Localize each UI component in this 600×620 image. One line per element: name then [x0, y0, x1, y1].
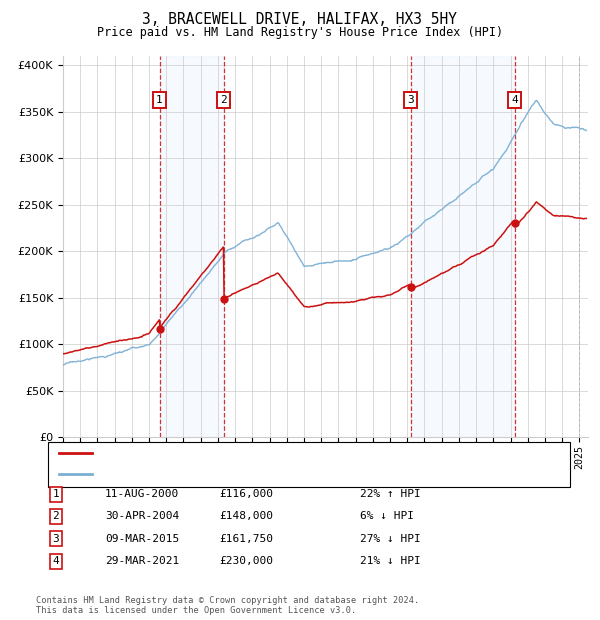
Text: 11-AUG-2000: 11-AUG-2000 [105, 489, 179, 499]
Text: HPI: Average price, detached house, Calderdale: HPI: Average price, detached house, Cald… [99, 469, 386, 479]
Text: 4: 4 [511, 95, 518, 105]
Text: 1: 1 [52, 489, 59, 499]
Text: 4: 4 [52, 556, 59, 566]
Text: Contains HM Land Registry data © Crown copyright and database right 2024.
This d: Contains HM Land Registry data © Crown c… [36, 596, 419, 615]
Text: £116,000: £116,000 [219, 489, 273, 499]
Text: 22% ↑ HPI: 22% ↑ HPI [360, 489, 421, 499]
Text: £230,000: £230,000 [219, 556, 273, 566]
Text: 30-APR-2004: 30-APR-2004 [105, 512, 179, 521]
Text: 3, BRACEWELL DRIVE, HALIFAX, HX3 5HY (detached house): 3, BRACEWELL DRIVE, HALIFAX, HX3 5HY (de… [99, 448, 430, 458]
Text: 09-MAR-2015: 09-MAR-2015 [105, 534, 179, 544]
Text: 3: 3 [407, 95, 414, 105]
Text: 6% ↓ HPI: 6% ↓ HPI [360, 512, 414, 521]
Text: 2: 2 [220, 95, 227, 105]
Bar [410, 56, 515, 437]
Text: 3: 3 [52, 534, 59, 544]
Text: £148,000: £148,000 [219, 512, 273, 521]
Bar [160, 56, 224, 437]
Text: 29-MAR-2021: 29-MAR-2021 [105, 556, 179, 566]
Text: 2: 2 [52, 512, 59, 521]
Text: 3, BRACEWELL DRIVE, HALIFAX, HX3 5HY: 3, BRACEWELL DRIVE, HALIFAX, HX3 5HY [143, 12, 458, 27]
Text: 1: 1 [156, 95, 163, 105]
Text: Price paid vs. HM Land Registry's House Price Index (HPI): Price paid vs. HM Land Registry's House … [97, 26, 503, 39]
Text: £161,750: £161,750 [219, 534, 273, 544]
Text: 21% ↓ HPI: 21% ↓ HPI [360, 556, 421, 566]
Text: 27% ↓ HPI: 27% ↓ HPI [360, 534, 421, 544]
